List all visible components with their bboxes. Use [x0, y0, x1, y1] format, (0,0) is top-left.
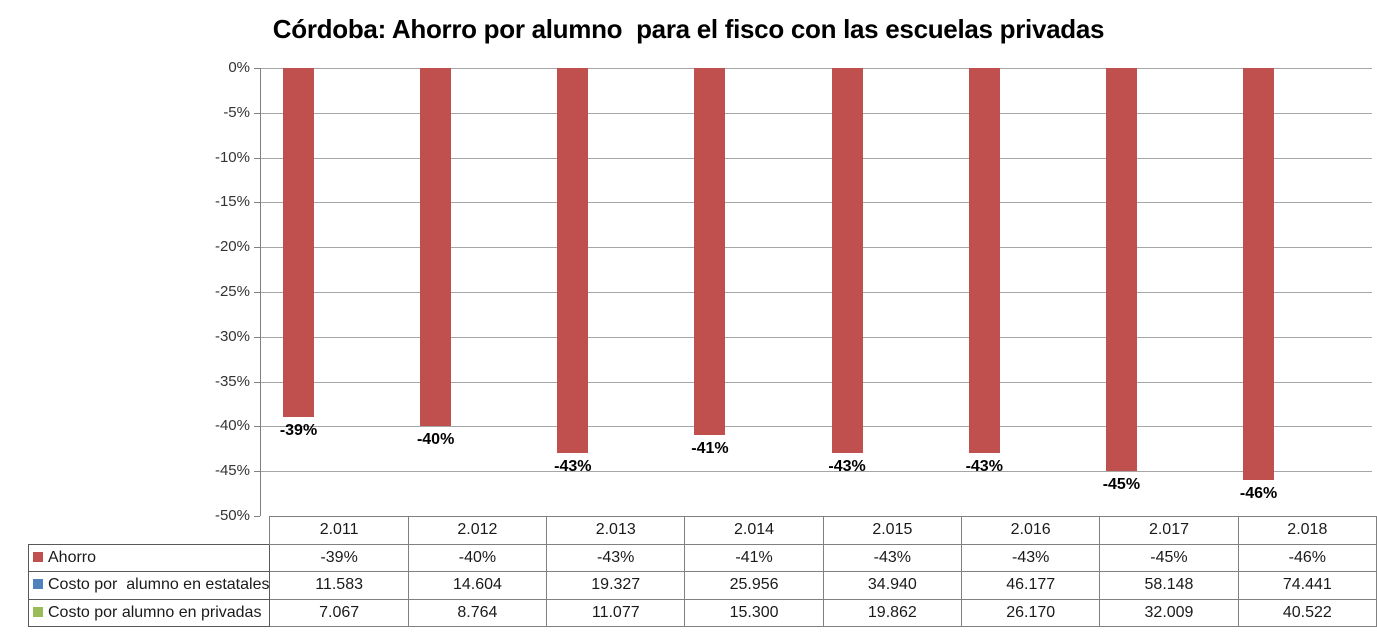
value-cell: -43% [822, 543, 963, 572]
gridline [260, 68, 1372, 69]
year-cell: 2.015 [822, 516, 963, 545]
bar-value-label: -43% [554, 458, 592, 476]
bar-value-label: -41% [691, 440, 729, 458]
table-row-series: Ahorro -39% -40% -43% -41% -43% -43% -45% -46% [27, 543, 1377, 572]
bar-2.016 [968, 68, 1000, 454]
gridline [260, 292, 1372, 293]
value-cell: 58.148 [1099, 571, 1239, 600]
bar-2.018 [1243, 68, 1275, 481]
year-cell: 2.016 [961, 516, 1101, 545]
y-axis-tick [254, 157, 260, 159]
y-axis-label: -25% [214, 283, 250, 300]
gridline [260, 426, 1372, 428]
bar-2.014 [694, 68, 726, 436]
y-axis-tick [254, 336, 260, 338]
y-axis-label: -40% [214, 417, 250, 435]
y-axis-tick [254, 471, 260, 473]
bar-value-label: -46% [1239, 485, 1278, 503]
y-axis-tick [254, 292, 260, 293]
y-axis-label: -30% [214, 327, 250, 345]
value-cell: -45% [1099, 543, 1239, 572]
series-legend-cell: Ahorro [27, 543, 271, 572]
year-cell: 2.018 [1237, 516, 1377, 545]
series-legend-cell: Costo por alumno en privadas [27, 598, 271, 627]
value-cell: 40.522 [1237, 598, 1377, 627]
y-axis-tick [254, 516, 260, 517]
value-cell: 8.764 [407, 598, 548, 627]
y-axis-label: -10% [214, 148, 250, 166]
y-axis-label: -20% [214, 238, 250, 256]
gridline [260, 381, 1372, 383]
year-cell: 2.014 [684, 516, 824, 545]
series-name-label: Costo por alumno en privadas [48, 603, 262, 621]
y-axis-line [260, 68, 261, 516]
bar-2.015 [831, 68, 863, 454]
year-cell: 2.012 [407, 516, 548, 545]
value-cell: 19.327 [546, 571, 686, 600]
gridline [260, 336, 1372, 338]
table-row-years: 2.011 2.012 2.013 2.014 2.015 2.016 2.017 2.018 [29, 516, 1377, 545]
y-axis-tick [254, 247, 260, 249]
value-cell: 11.583 [269, 571, 409, 600]
bar-2.012 [420, 68, 452, 427]
gridline [260, 157, 1372, 159]
bar-2.013 [557, 68, 589, 454]
bar-value-label: -43% [828, 458, 866, 476]
value-cell: 19.862 [822, 598, 963, 627]
value-cell: 14.604 [407, 571, 548, 600]
y-axis-tick [254, 202, 260, 204]
data-table: 2.011 2.012 2.013 2.014 2.015 2.016 2.017 2.018… [27, 516, 1377, 627]
chart-title: Córdoba: Ahorro por alumno para el fisco… [272, 14, 1105, 44]
year-cell: 2.011 [269, 516, 409, 545]
value-cell: 34.940 [822, 571, 963, 600]
series-legend-cell: Costo por alumno en estatales [27, 571, 271, 600]
gridline [260, 471, 1372, 473]
table-row-series: Costo por alumno en estatales 11.583 14.60… [27, 571, 1377, 600]
y-axis-label: -15% [214, 193, 250, 211]
gridline [260, 112, 1372, 114]
bar-value-label: -45% [1102, 476, 1141, 494]
value-cell: -46% [1237, 543, 1377, 572]
table-row-series: Costo por alumno en privadas 7.067 8.764 11… [27, 598, 1377, 627]
year-cell: 2.017 [1099, 516, 1239, 545]
y-axis-tick [254, 381, 260, 383]
value-cell: 46.177 [961, 571, 1101, 600]
value-cell: 11.077 [546, 598, 686, 627]
value-cell: -41% [684, 543, 824, 572]
series-name-label: Costo por alumno en estatales [48, 576, 270, 594]
value-cell: -43% [546, 543, 686, 572]
value-cell: -39% [269, 543, 409, 572]
gridline [260, 247, 1372, 249]
y-axis-label: 0% [228, 59, 250, 76]
y-axis-label: -5% [223, 103, 250, 121]
bar-value-label: -43% [965, 458, 1003, 476]
y-axis-label: -50% [214, 507, 250, 524]
table-corner-blank [29, 517, 270, 545]
legend-marker-icon [33, 606, 43, 617]
value-cell: -40% [407, 543, 548, 572]
y-axis-tick [254, 112, 260, 114]
value-cell: 26.170 [961, 598, 1101, 627]
y-axis-tick [254, 68, 260, 69]
y-axis-label: -45% [214, 462, 250, 480]
bar-2.017 [1105, 68, 1137, 472]
gridline [260, 202, 1372, 204]
series-name-label: Ahorro [48, 548, 97, 566]
value-cell: -43% [961, 543, 1101, 572]
legend-marker-icon [33, 579, 43, 590]
value-cell: 32.009 [1099, 598, 1239, 627]
year-cell: 2.013 [546, 516, 686, 545]
bar-2.011 [283, 68, 314, 418]
value-cell: 7.067 [269, 598, 409, 627]
value-cell: 15.300 [684, 598, 824, 627]
legend-marker-icon [33, 551, 43, 562]
bar-value-label: -40% [416, 431, 455, 449]
value-cell: 74.441 [1237, 571, 1377, 600]
y-axis-tick [254, 426, 260, 428]
y-axis-label: -35% [214, 372, 250, 390]
bar-value-label: -39% [279, 422, 318, 440]
value-cell: 25.956 [684, 571, 824, 600]
